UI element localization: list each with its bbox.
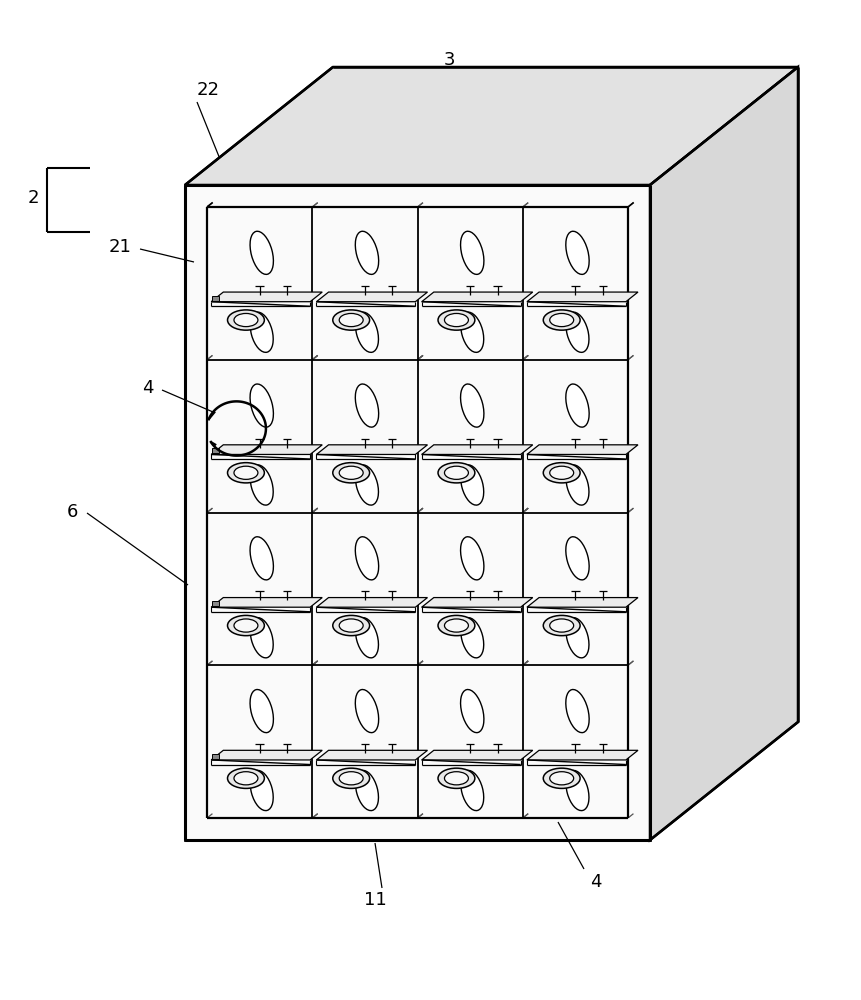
Ellipse shape: [356, 618, 379, 658]
Text: 1: 1: [740, 96, 751, 114]
Polygon shape: [211, 750, 322, 760]
Text: 6: 6: [66, 503, 77, 521]
Ellipse shape: [332, 310, 369, 330]
Ellipse shape: [566, 312, 589, 352]
Ellipse shape: [356, 690, 379, 733]
Ellipse shape: [543, 463, 580, 483]
Ellipse shape: [356, 312, 379, 352]
Ellipse shape: [339, 619, 363, 632]
Ellipse shape: [549, 619, 573, 632]
Ellipse shape: [251, 312, 273, 352]
Polygon shape: [422, 445, 533, 454]
Ellipse shape: [356, 537, 379, 580]
Polygon shape: [213, 601, 220, 606]
Ellipse shape: [566, 465, 589, 505]
Polygon shape: [213, 754, 220, 759]
Polygon shape: [527, 750, 638, 760]
Ellipse shape: [356, 465, 379, 505]
Ellipse shape: [356, 384, 379, 427]
Polygon shape: [317, 598, 428, 607]
Ellipse shape: [251, 618, 273, 658]
Ellipse shape: [461, 312, 484, 352]
Ellipse shape: [444, 772, 468, 785]
Polygon shape: [213, 448, 220, 453]
Ellipse shape: [234, 619, 258, 632]
Ellipse shape: [251, 770, 273, 811]
Polygon shape: [317, 292, 428, 302]
Ellipse shape: [566, 770, 589, 811]
Polygon shape: [422, 750, 533, 760]
Ellipse shape: [461, 770, 484, 811]
Ellipse shape: [461, 537, 484, 580]
Polygon shape: [317, 445, 428, 454]
Ellipse shape: [461, 618, 484, 658]
Polygon shape: [185, 185, 650, 840]
Ellipse shape: [339, 772, 363, 785]
Polygon shape: [317, 750, 428, 760]
Ellipse shape: [566, 384, 589, 427]
Ellipse shape: [461, 690, 484, 733]
Ellipse shape: [234, 772, 258, 785]
Polygon shape: [211, 445, 322, 454]
Text: 3: 3: [443, 51, 455, 69]
Ellipse shape: [234, 313, 258, 327]
Ellipse shape: [438, 768, 475, 788]
Ellipse shape: [332, 615, 369, 636]
Ellipse shape: [250, 690, 274, 733]
Polygon shape: [211, 598, 322, 607]
Polygon shape: [422, 598, 533, 607]
Ellipse shape: [250, 537, 274, 580]
Polygon shape: [650, 67, 798, 840]
Text: 2: 2: [28, 189, 39, 207]
Ellipse shape: [234, 466, 258, 479]
Ellipse shape: [549, 313, 573, 327]
Polygon shape: [185, 67, 798, 185]
Ellipse shape: [332, 463, 369, 483]
Ellipse shape: [461, 231, 484, 274]
Ellipse shape: [356, 231, 379, 274]
Ellipse shape: [461, 465, 484, 505]
Ellipse shape: [438, 310, 475, 330]
Ellipse shape: [227, 463, 264, 483]
Ellipse shape: [461, 384, 484, 427]
Ellipse shape: [566, 690, 589, 733]
Ellipse shape: [549, 772, 573, 785]
Ellipse shape: [543, 615, 580, 636]
Ellipse shape: [543, 768, 580, 788]
Polygon shape: [527, 445, 638, 454]
Polygon shape: [211, 292, 322, 302]
Ellipse shape: [566, 537, 589, 580]
Ellipse shape: [339, 466, 363, 479]
Ellipse shape: [250, 384, 274, 427]
Ellipse shape: [444, 313, 468, 327]
Ellipse shape: [438, 615, 475, 636]
Text: 21: 21: [108, 238, 132, 256]
Ellipse shape: [227, 310, 264, 330]
Ellipse shape: [543, 310, 580, 330]
Text: 22: 22: [196, 81, 220, 99]
Ellipse shape: [566, 618, 589, 658]
Ellipse shape: [250, 231, 274, 274]
Text: 4: 4: [591, 873, 602, 891]
Ellipse shape: [356, 770, 379, 811]
Polygon shape: [213, 296, 220, 301]
Ellipse shape: [339, 313, 363, 327]
Text: 4: 4: [142, 379, 154, 397]
Text: 11: 11: [363, 891, 387, 909]
Ellipse shape: [566, 231, 589, 274]
Ellipse shape: [227, 615, 264, 636]
Ellipse shape: [438, 463, 475, 483]
Polygon shape: [527, 598, 638, 607]
Ellipse shape: [444, 619, 468, 632]
Polygon shape: [527, 292, 638, 302]
Polygon shape: [422, 292, 533, 302]
Ellipse shape: [251, 465, 273, 505]
Ellipse shape: [227, 768, 264, 788]
Ellipse shape: [549, 466, 573, 479]
Ellipse shape: [332, 768, 369, 788]
Ellipse shape: [444, 466, 468, 479]
